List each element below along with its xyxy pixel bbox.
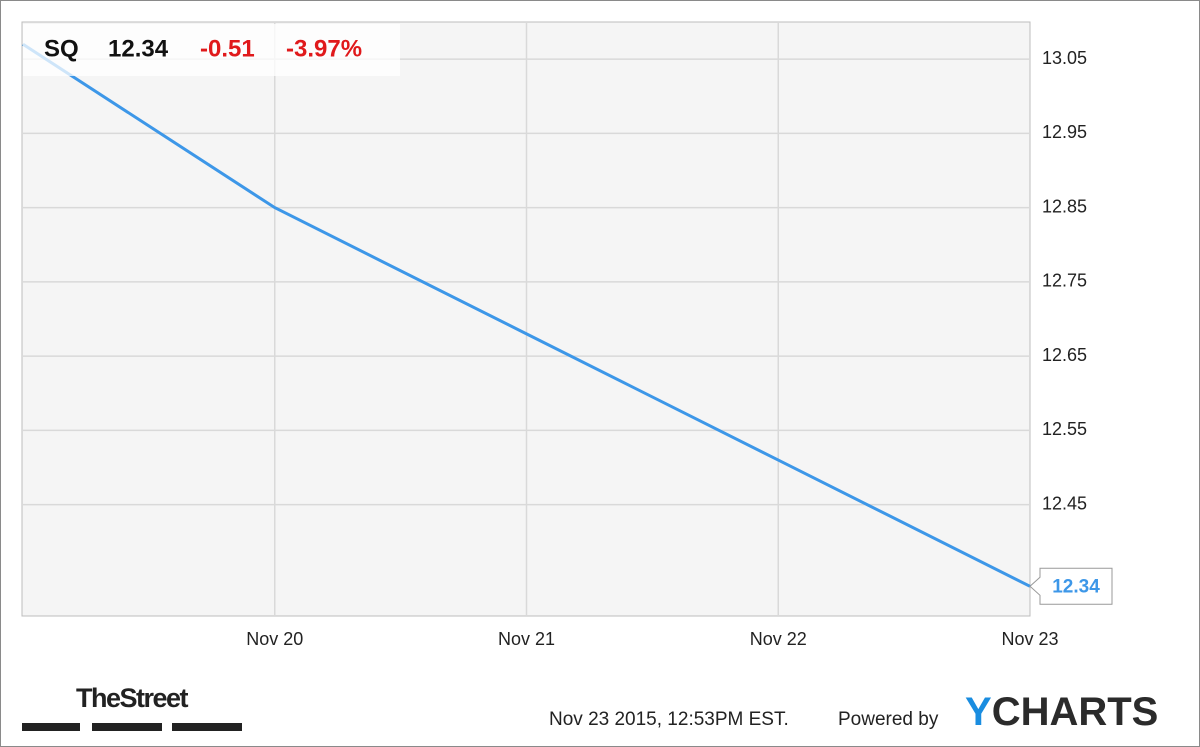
y-tick-label: 12.45 bbox=[1042, 493, 1087, 513]
value-label-box bbox=[1029, 567, 1113, 605]
price-line bbox=[22, 43, 1031, 588]
x-tick-label: Nov 23 bbox=[1001, 629, 1058, 649]
series bbox=[22, 43, 1031, 588]
timestamp: Nov 23 2015, 12:53PM EST. bbox=[549, 709, 789, 730]
logo-bar bbox=[22, 723, 80, 731]
x-tick-label: Nov 20 bbox=[246, 629, 303, 649]
y-tick-label: 12.65 bbox=[1042, 345, 1087, 365]
ycharts-logo: YCHARTS bbox=[965, 690, 1158, 734]
last-value-label: 12.34 bbox=[1052, 576, 1100, 597]
x-tick-label: Nov 22 bbox=[750, 629, 807, 649]
change-pct: -3.97% bbox=[286, 35, 362, 62]
grid bbox=[22, 22, 1030, 616]
y-tick-label: 12.95 bbox=[1042, 122, 1087, 142]
logo-bar bbox=[92, 723, 162, 731]
logo-y: Y bbox=[965, 690, 992, 734]
x-tick-label: Nov 21 bbox=[498, 629, 555, 649]
header-box bbox=[23, 24, 400, 76]
price: 12.34 bbox=[108, 35, 169, 62]
logo-rest: CHARTS bbox=[992, 690, 1159, 734]
powered-by: Powered by bbox=[838, 709, 939, 730]
ticker: SQ bbox=[44, 35, 79, 62]
y-tick-label: 12.55 bbox=[1042, 419, 1087, 439]
change: -0.51 bbox=[200, 35, 255, 62]
thestreet-logo: TheStreet bbox=[76, 683, 189, 713]
y-tick-label: 12.75 bbox=[1042, 271, 1087, 291]
y-tick-label: 12.85 bbox=[1042, 196, 1087, 216]
y-tick-label: 13.05 bbox=[1042, 48, 1087, 68]
logo-bar bbox=[172, 723, 242, 731]
